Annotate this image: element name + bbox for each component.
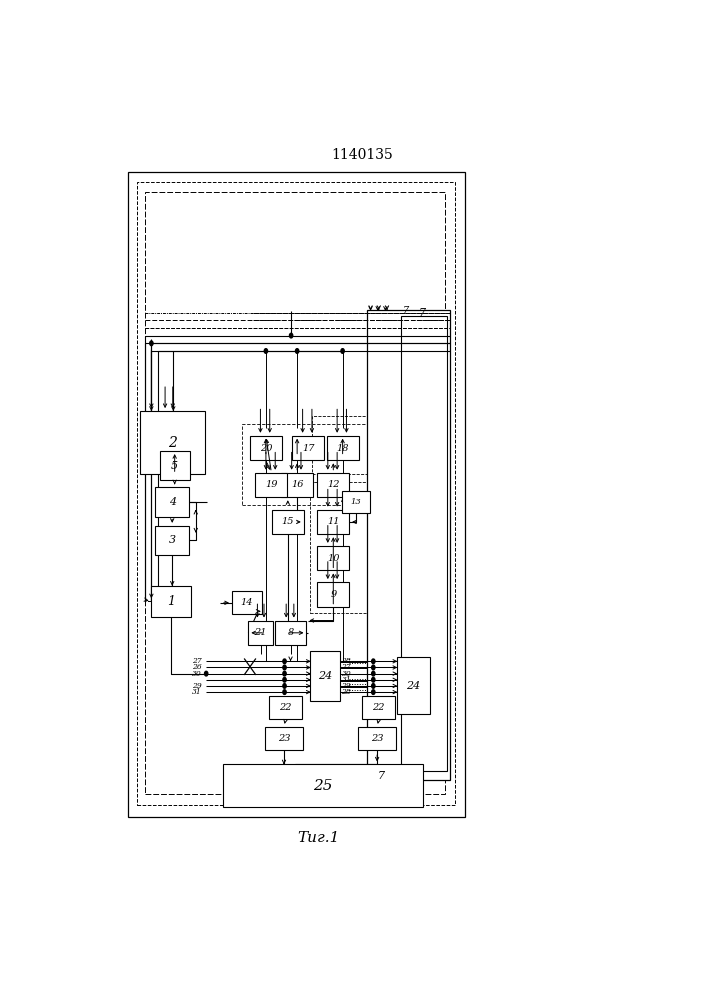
Text: 3: 3 bbox=[169, 535, 176, 545]
Bar bbox=[317, 510, 349, 534]
Bar bbox=[250, 436, 282, 460]
Circle shape bbox=[372, 684, 375, 688]
Bar bbox=[327, 436, 358, 460]
Text: 30: 30 bbox=[341, 670, 351, 678]
Text: 1140135: 1140135 bbox=[332, 148, 393, 162]
Text: 28: 28 bbox=[341, 688, 351, 696]
Bar bbox=[317, 473, 349, 497]
Circle shape bbox=[341, 349, 344, 353]
Text: 2: 2 bbox=[168, 436, 177, 450]
Text: 8: 8 bbox=[288, 628, 293, 637]
Text: 14: 14 bbox=[241, 598, 253, 607]
Circle shape bbox=[283, 659, 286, 664]
Bar bbox=[312, 416, 367, 474]
Bar bbox=[269, 696, 302, 719]
Circle shape bbox=[372, 677, 375, 682]
Circle shape bbox=[372, 690, 375, 694]
Bar bbox=[317, 582, 349, 607]
Circle shape bbox=[204, 671, 208, 676]
Text: 7: 7 bbox=[402, 306, 409, 315]
Bar bbox=[255, 473, 287, 497]
Circle shape bbox=[289, 333, 293, 338]
Bar bbox=[265, 727, 303, 750]
Bar bbox=[397, 657, 430, 714]
Bar bbox=[281, 473, 313, 497]
Bar bbox=[292, 436, 324, 460]
Circle shape bbox=[283, 677, 286, 682]
Circle shape bbox=[283, 671, 286, 676]
Bar bbox=[128, 172, 464, 817]
Text: 29: 29 bbox=[192, 682, 201, 690]
Bar bbox=[232, 591, 262, 614]
Bar bbox=[363, 696, 395, 719]
Text: 28: 28 bbox=[341, 657, 351, 665]
Bar bbox=[156, 526, 189, 555]
Text: 17: 17 bbox=[302, 444, 315, 453]
Circle shape bbox=[296, 349, 299, 353]
Text: 27: 27 bbox=[192, 657, 201, 665]
Text: 5: 5 bbox=[171, 461, 178, 471]
Text: 16: 16 bbox=[291, 480, 303, 489]
Text: 29: 29 bbox=[341, 682, 351, 690]
Text: 30: 30 bbox=[192, 670, 201, 678]
Text: 18: 18 bbox=[337, 444, 349, 453]
Bar bbox=[310, 482, 376, 613]
Bar bbox=[317, 546, 349, 570]
Text: 7: 7 bbox=[419, 308, 426, 318]
Text: 31: 31 bbox=[341, 676, 351, 684]
Bar bbox=[358, 727, 397, 750]
Text: 22: 22 bbox=[373, 703, 385, 712]
Text: 24: 24 bbox=[406, 681, 421, 691]
Bar bbox=[145, 192, 445, 794]
Bar bbox=[401, 316, 448, 771]
Bar bbox=[242, 424, 368, 505]
Text: 13: 13 bbox=[351, 498, 361, 506]
Text: 11: 11 bbox=[327, 517, 339, 526]
Circle shape bbox=[372, 659, 375, 664]
Text: Τиг.1: Τиг.1 bbox=[298, 831, 339, 845]
Circle shape bbox=[372, 671, 375, 676]
Circle shape bbox=[150, 341, 153, 346]
Bar bbox=[341, 491, 370, 513]
Text: 31: 31 bbox=[192, 688, 201, 696]
Bar bbox=[223, 764, 423, 807]
Text: 15: 15 bbox=[281, 517, 294, 526]
Bar bbox=[156, 487, 189, 517]
Circle shape bbox=[283, 684, 286, 688]
Bar bbox=[160, 451, 189, 480]
Text: 7: 7 bbox=[378, 771, 385, 781]
Bar bbox=[141, 411, 205, 474]
Bar bbox=[310, 651, 341, 701]
Text: 20: 20 bbox=[259, 444, 272, 453]
Text: 21: 21 bbox=[255, 628, 267, 637]
Text: 24: 24 bbox=[318, 671, 332, 681]
Text: 26: 26 bbox=[192, 663, 201, 671]
Text: 23: 23 bbox=[278, 734, 291, 743]
Bar bbox=[367, 310, 450, 780]
Circle shape bbox=[283, 690, 286, 694]
Text: 27: 27 bbox=[341, 663, 351, 671]
Text: 19: 19 bbox=[265, 480, 278, 489]
Circle shape bbox=[264, 349, 267, 353]
Bar bbox=[275, 620, 306, 645]
Text: 4: 4 bbox=[169, 497, 176, 507]
Bar bbox=[272, 510, 304, 534]
Text: 9: 9 bbox=[330, 590, 337, 599]
Text: 1: 1 bbox=[167, 595, 175, 608]
Bar bbox=[248, 620, 273, 645]
Text: 10: 10 bbox=[327, 554, 339, 563]
Circle shape bbox=[283, 665, 286, 670]
Text: 22: 22 bbox=[279, 703, 292, 712]
Circle shape bbox=[372, 665, 375, 670]
Text: 25: 25 bbox=[313, 779, 332, 793]
Text: 12: 12 bbox=[327, 480, 339, 489]
Text: 23: 23 bbox=[371, 734, 383, 743]
Bar bbox=[151, 586, 191, 617]
Bar bbox=[136, 182, 455, 805]
